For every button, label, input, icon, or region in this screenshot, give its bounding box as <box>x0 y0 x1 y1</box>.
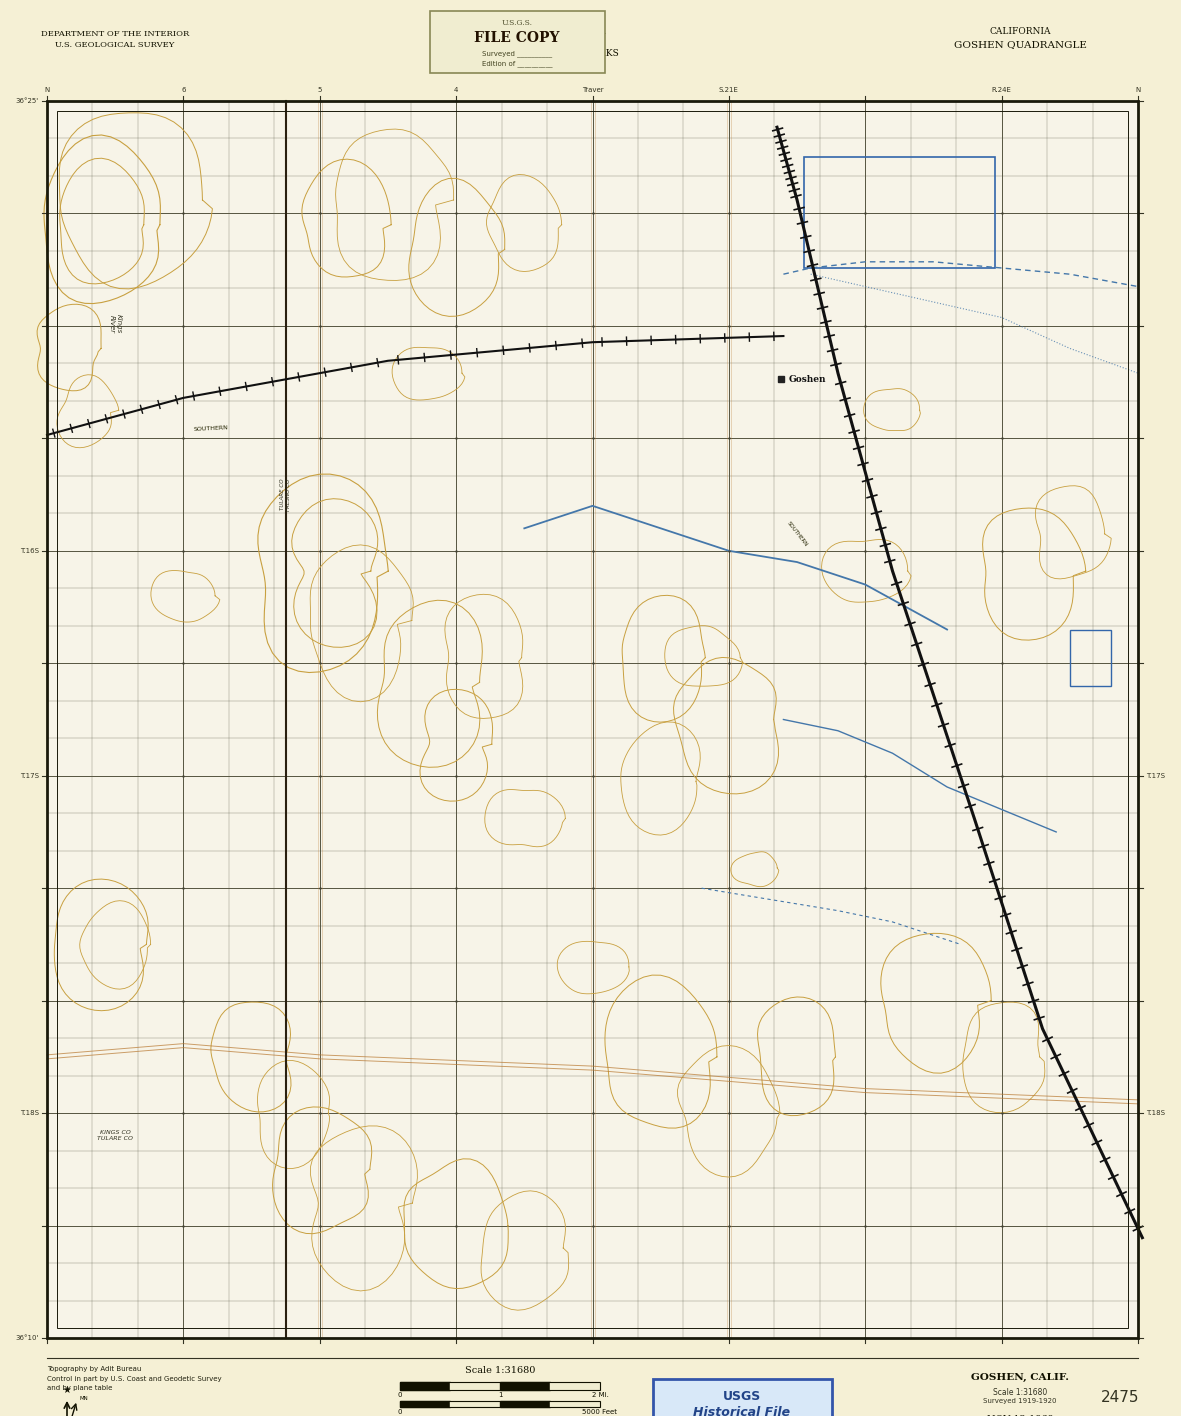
Text: GOSHEN QUADRANGLE: GOSHEN QUADRANGLE <box>953 41 1087 50</box>
Text: Edition of __________: Edition of __________ <box>482 61 553 68</box>
Text: USGS: USGS <box>723 1389 761 1402</box>
Text: TULARE CO
FRESNO CO: TULARE CO FRESNO CO <box>280 479 291 511</box>
Text: T.16S: T.16S <box>20 548 39 554</box>
Bar <box>400 1382 600 1391</box>
Text: T.18S: T.18S <box>1146 1110 1164 1116</box>
Text: 6: 6 <box>181 86 185 93</box>
Text: Scale 1:31680: Scale 1:31680 <box>465 1366 535 1375</box>
Bar <box>47 101 1138 1338</box>
Text: Historical File: Historical File <box>693 1406 790 1416</box>
Text: 4: 4 <box>454 86 458 93</box>
Bar <box>450 1400 500 1408</box>
Text: S.21E: S.21E <box>719 86 739 93</box>
Bar <box>57 110 1128 1328</box>
Text: and by plane table: and by plane table <box>47 1385 112 1391</box>
Text: U.S.G.S.: U.S.G.S. <box>502 18 533 27</box>
Text: 0: 0 <box>398 1392 403 1398</box>
Bar <box>550 1400 600 1408</box>
Text: KINGS CO
TULARE CO: KINGS CO TULARE CO <box>97 1130 133 1141</box>
Bar <box>400 1382 450 1391</box>
Bar <box>400 1400 600 1408</box>
Text: SOUTHERN: SOUTHERN <box>194 425 228 432</box>
Text: FILE COPY: FILE COPY <box>475 31 560 45</box>
FancyBboxPatch shape <box>653 1379 831 1416</box>
Bar <box>1070 630 1110 685</box>
Bar <box>450 1382 500 1391</box>
Text: DEPARTMENT OF THE INTERIOR: DEPARTMENT OF THE INTERIOR <box>41 30 189 38</box>
Text: T.17S: T.17S <box>1146 773 1164 779</box>
Text: CALIFORNIA: CALIFORNIA <box>990 27 1051 35</box>
Text: Surveyed 1919-1920: Surveyed 1919-1920 <box>984 1398 1057 1405</box>
Text: 36°10': 36°10' <box>15 1335 39 1341</box>
Text: Surveyed __________: Surveyed __________ <box>482 51 552 58</box>
Text: T.18S: T.18S <box>20 1110 39 1116</box>
Text: PUBLISHED BY THE: PUBLISHED BY THE <box>497 38 593 48</box>
Bar <box>430 11 605 74</box>
Text: Traver: Traver <box>582 86 603 93</box>
Bar <box>500 1400 550 1408</box>
Text: 1: 1 <box>497 1392 502 1398</box>
Bar <box>500 1382 550 1391</box>
Bar <box>550 1382 600 1391</box>
Text: N: N <box>1135 86 1141 93</box>
Text: R.24E: R.24E <box>992 86 1012 93</box>
Text: Topography by Adit Bureau: Topography by Adit Bureau <box>47 1366 142 1372</box>
Text: SOUTHERN: SOUTHERN <box>785 521 808 548</box>
Text: MN: MN <box>80 1396 89 1400</box>
Text: U.S. GEOLOGICAL SURVEY: U.S. GEOLOGICAL SURVEY <box>56 41 175 50</box>
Text: N: N <box>45 86 50 93</box>
Text: 5000 Feet: 5000 Feet <box>582 1409 618 1415</box>
Text: GOSHEN, CALIF.: GOSHEN, CALIF. <box>971 1374 1069 1382</box>
Text: DIRECTOR OF PUBLIC WORKS: DIRECTOR OF PUBLIC WORKS <box>471 50 619 58</box>
Text: Control in part by U.S. Coast and Geodetic Survey: Control in part by U.S. Coast and Geodet… <box>47 1376 222 1382</box>
Text: Goshen: Goshen <box>789 375 827 384</box>
Text: STATE OF CALIFORNIA: STATE OF CALIFORNIA <box>484 27 606 35</box>
Text: 2 Mi.: 2 Mi. <box>592 1392 608 1398</box>
Text: Kings
River: Kings River <box>109 314 122 333</box>
Text: 36°25': 36°25' <box>15 98 39 103</box>
Text: Scale 1:31680: Scale 1:31680 <box>993 1388 1048 1398</box>
Text: T.17S: T.17S <box>20 773 39 779</box>
Bar <box>47 101 1138 1338</box>
Bar <box>400 1400 450 1408</box>
Text: 2475: 2475 <box>1101 1391 1140 1406</box>
Text: 5: 5 <box>318 86 322 93</box>
Text: ★: ★ <box>63 1385 71 1395</box>
Text: 0: 0 <box>398 1409 403 1415</box>
Bar <box>804 157 994 268</box>
